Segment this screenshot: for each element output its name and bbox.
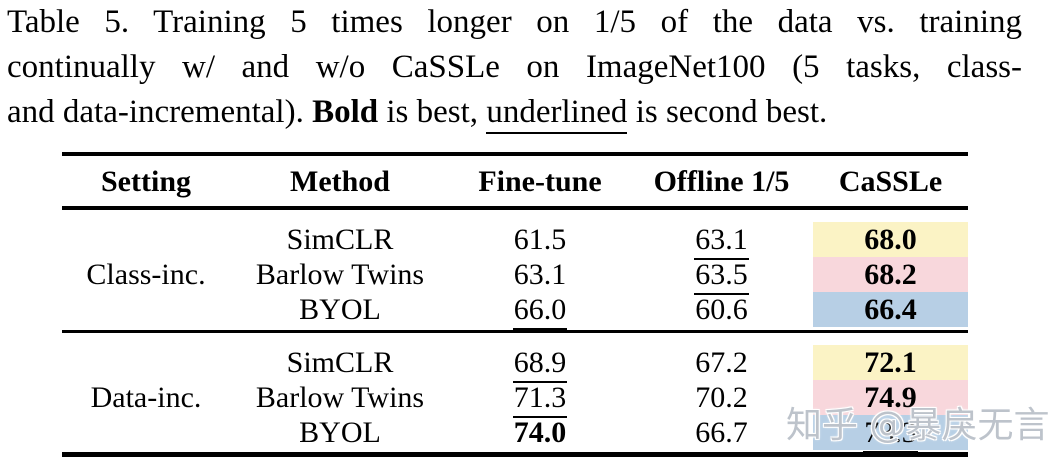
setting-label-class-inc: Class-inc. bbox=[86, 257, 206, 291]
table-header-row: Setting Method Fine-tune Offline 1/5 CaS… bbox=[62, 156, 968, 206]
value-second-best: 73.3 bbox=[863, 418, 918, 453]
value-second-best: 63.1 bbox=[694, 225, 749, 260]
caption-line-3-post: is second best. bbox=[627, 94, 828, 130]
value-best: 68.0 bbox=[864, 223, 917, 256]
fine-tune-cell: 71.3 bbox=[450, 380, 630, 418]
method-cell: Barlow Twins bbox=[255, 258, 425, 291]
caption-line-3-mid: is best, bbox=[378, 94, 487, 130]
cassle-cell-highlighted: 73.3 bbox=[813, 415, 968, 453]
cassle-cell-highlighted: 66.4 bbox=[813, 292, 968, 327]
column-header-cassle: CaSSLe bbox=[838, 164, 943, 198]
value: 61.5 bbox=[513, 223, 567, 256]
offline-cell: 63.1 bbox=[630, 222, 813, 260]
method-cell: BYOL bbox=[299, 293, 381, 326]
table-caption: Table 5. Training 5 times longer on 1/5 … bbox=[7, 0, 1022, 135]
value-second-best: 68.9 bbox=[512, 348, 568, 383]
method-cell: Barlow Twins bbox=[255, 381, 425, 414]
offline-cell: 70.2 bbox=[630, 380, 813, 415]
cassle-cell-highlighted: 68.2 bbox=[813, 257, 968, 292]
table-bottom-rule bbox=[62, 452, 968, 457]
offline-cell: 66.7 bbox=[630, 415, 813, 450]
fine-tune-cell: 61.5 bbox=[450, 222, 630, 257]
caption-bold-keyword: Bold bbox=[312, 94, 379, 130]
caption-line-2: continually w/ and w/o CaSSLe on ImageNe… bbox=[7, 49, 1022, 85]
value-best: 68.2 bbox=[864, 258, 917, 291]
method-cell: BYOL bbox=[299, 416, 381, 449]
value: 67.2 bbox=[695, 346, 748, 379]
header-bottom-rule bbox=[62, 206, 968, 210]
caption-line-1: Table 5. Training 5 times longer on 1/5 … bbox=[7, 4, 1022, 40]
value-best: 74.0 bbox=[513, 416, 567, 449]
value: 60.6 bbox=[695, 293, 748, 326]
value: 66.7 bbox=[695, 416, 748, 449]
cassle-cell-highlighted: 72.1 bbox=[813, 345, 968, 380]
value-best: 74.9 bbox=[864, 381, 917, 414]
column-header-fine-tune: Fine-tune bbox=[478, 164, 602, 198]
value: 70.2 bbox=[695, 381, 748, 414]
table-group-data-inc: Data-inc. SimCLR 68.9 67.2 72.1 Barlow T… bbox=[62, 333, 968, 453]
value-second-best: 66.0 bbox=[512, 295, 568, 330]
column-header-method: Method bbox=[290, 164, 390, 198]
fine-tune-cell: 63.1 bbox=[450, 257, 630, 292]
value-second-best: 63.5 bbox=[694, 260, 749, 295]
setting-label-data-inc: Data-inc. bbox=[90, 380, 202, 414]
group-divider-rule bbox=[62, 330, 968, 333]
fine-tune-cell: 74.0 bbox=[450, 415, 630, 450]
zhihu-watermark: 知乎 @暴戾无言 bbox=[786, 405, 1048, 446]
method-cell: SimCLR bbox=[286, 223, 394, 256]
cassle-cell-highlighted: 68.0 bbox=[813, 222, 968, 257]
offline-cell: 63.5 bbox=[630, 257, 813, 295]
caption-underlined-keyword: underlined bbox=[486, 95, 628, 134]
table-top-rule bbox=[62, 152, 968, 156]
method-cell: SimCLR bbox=[286, 346, 394, 379]
results-table: Setting Method Fine-tune Offline 1/5 CaS… bbox=[62, 152, 968, 457]
fine-tune-cell: 66.0 bbox=[450, 292, 630, 330]
value-second-best: 71.3 bbox=[512, 383, 568, 418]
offline-cell: 60.6 bbox=[630, 292, 813, 327]
fine-tune-cell: 68.9 bbox=[450, 345, 630, 383]
value-best: 72.1 bbox=[864, 346, 917, 379]
column-header-offline-1-5: Offline 1/5 bbox=[653, 164, 790, 198]
column-header-setting: Setting bbox=[101, 164, 191, 198]
offline-cell: 67.2 bbox=[630, 345, 813, 380]
table-group-class-inc: Class-inc. SimCLR 61.5 63.1 68.0 Barlow … bbox=[62, 210, 968, 330]
value-best: 66.4 bbox=[864, 293, 917, 326]
cassle-cell-highlighted: 74.9 bbox=[813, 380, 968, 415]
value: 63.1 bbox=[513, 258, 567, 291]
caption-line-3-pre: and data-incremental). bbox=[7, 94, 313, 130]
caption-line-3: and data-incremental). Bold is best, und… bbox=[7, 90, 1022, 135]
